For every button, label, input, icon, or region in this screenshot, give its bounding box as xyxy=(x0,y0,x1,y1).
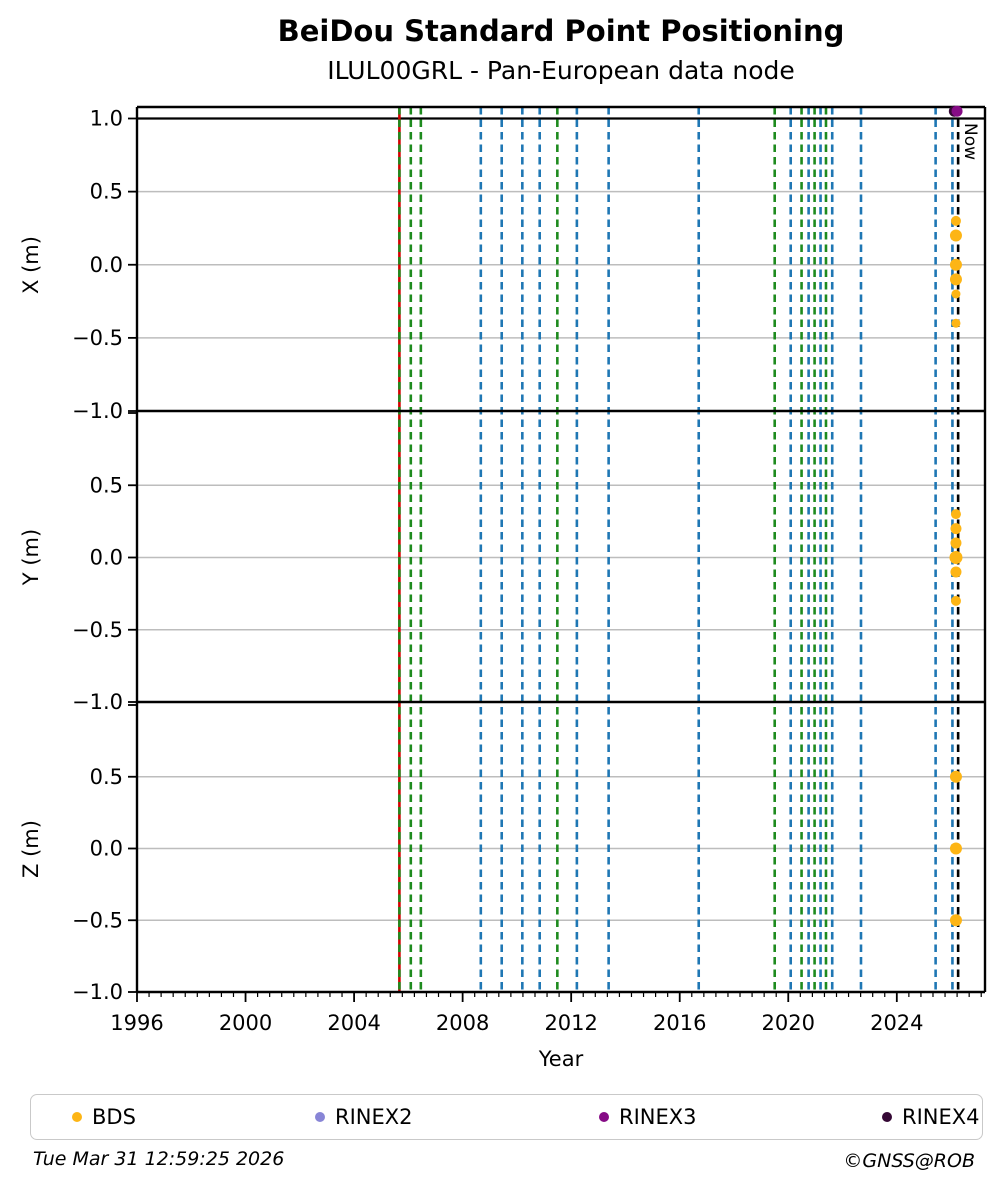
y-tick-label: −0.5 xyxy=(72,326,123,350)
x-tick-label: 2020 xyxy=(762,1011,815,1035)
y-tick-label: 1.0 xyxy=(90,107,123,131)
legend-label-rinex4: RINEX4 xyxy=(902,1104,980,1129)
legend-item-bds: BDS xyxy=(72,1095,136,1138)
x-tick-label: 2008 xyxy=(436,1011,489,1035)
legend-dot-rinex2 xyxy=(315,1111,325,1122)
data-point-bds xyxy=(950,215,961,226)
y-tick-label: −1.0 xyxy=(72,399,123,423)
now-label: Now xyxy=(960,123,980,160)
y-tick-label: 0.0 xyxy=(90,546,123,570)
data-point-bds xyxy=(951,289,961,299)
y-tick-label: −1.0 xyxy=(72,690,123,714)
data-point-bds xyxy=(949,273,962,286)
y-axis-label: Z (m) xyxy=(19,820,43,878)
y-tick-label: 0.0 xyxy=(90,253,123,277)
legend: BDS RINEX2 RINEX3 RINEX4 xyxy=(30,1094,983,1140)
y-tick-label: −0.5 xyxy=(72,618,123,642)
chart-subtitle: ILUL00GRL - Pan-European data node xyxy=(327,56,795,85)
legend-dot-bds xyxy=(72,1111,82,1122)
x-tick-label: 2004 xyxy=(327,1011,380,1035)
legend-label-rinex3: RINEX3 xyxy=(619,1104,697,1129)
data-point-bds xyxy=(949,842,962,855)
y-tick-label: 0.5 xyxy=(90,473,123,497)
data-point-bds xyxy=(951,318,961,328)
legend-item-rinex3: RINEX3 xyxy=(599,1095,697,1138)
x-tick-label: 1996 xyxy=(110,1011,163,1035)
data-point-bds xyxy=(950,523,962,535)
data-point-bds xyxy=(949,551,963,564)
y-tick-label: −0.5 xyxy=(72,908,123,932)
y-tick-label: 0.5 xyxy=(90,180,123,204)
data-point-bds xyxy=(950,595,961,606)
data-point-bds xyxy=(950,566,962,578)
x-tick-label: 2000 xyxy=(219,1011,272,1035)
data-point-bds xyxy=(949,258,962,271)
x-axis-label: Year xyxy=(538,1047,584,1071)
data-point-rinex3 xyxy=(951,105,963,117)
legend-dot-rinex4 xyxy=(882,1111,892,1122)
footer-credit: ©GNSS@ROB xyxy=(843,1150,975,1172)
legend-label-bds: BDS xyxy=(92,1104,136,1129)
x-tick-label: 2024 xyxy=(870,1011,923,1035)
x-tick-label: 2012 xyxy=(544,1011,597,1035)
legend-label-rinex2: RINEX2 xyxy=(335,1104,413,1129)
data-point-bds xyxy=(949,914,962,927)
y-tick-label: −1.0 xyxy=(72,980,123,1004)
y-tick-label: 0.0 xyxy=(90,837,123,861)
y-axis-label: Y (m) xyxy=(19,529,43,586)
data-point-bds xyxy=(949,229,962,242)
y-axis-label: X (m) xyxy=(19,236,43,294)
data-point-bds xyxy=(950,537,962,549)
data-point-bds xyxy=(950,509,961,520)
legend-dot-rinex3 xyxy=(599,1111,609,1122)
y-tick-label: 0.5 xyxy=(90,765,123,789)
footer-timestamp: Tue Mar 31 12:59:25 2026 xyxy=(33,1148,285,1170)
data-point-bds xyxy=(949,770,962,783)
x-tick-label: 2016 xyxy=(653,1011,706,1035)
legend-item-rinex2: RINEX2 xyxy=(315,1095,413,1138)
chart-title: BeiDou Standard Point Positioning xyxy=(277,14,845,48)
legend-item-rinex4: RINEX4 xyxy=(882,1095,980,1138)
